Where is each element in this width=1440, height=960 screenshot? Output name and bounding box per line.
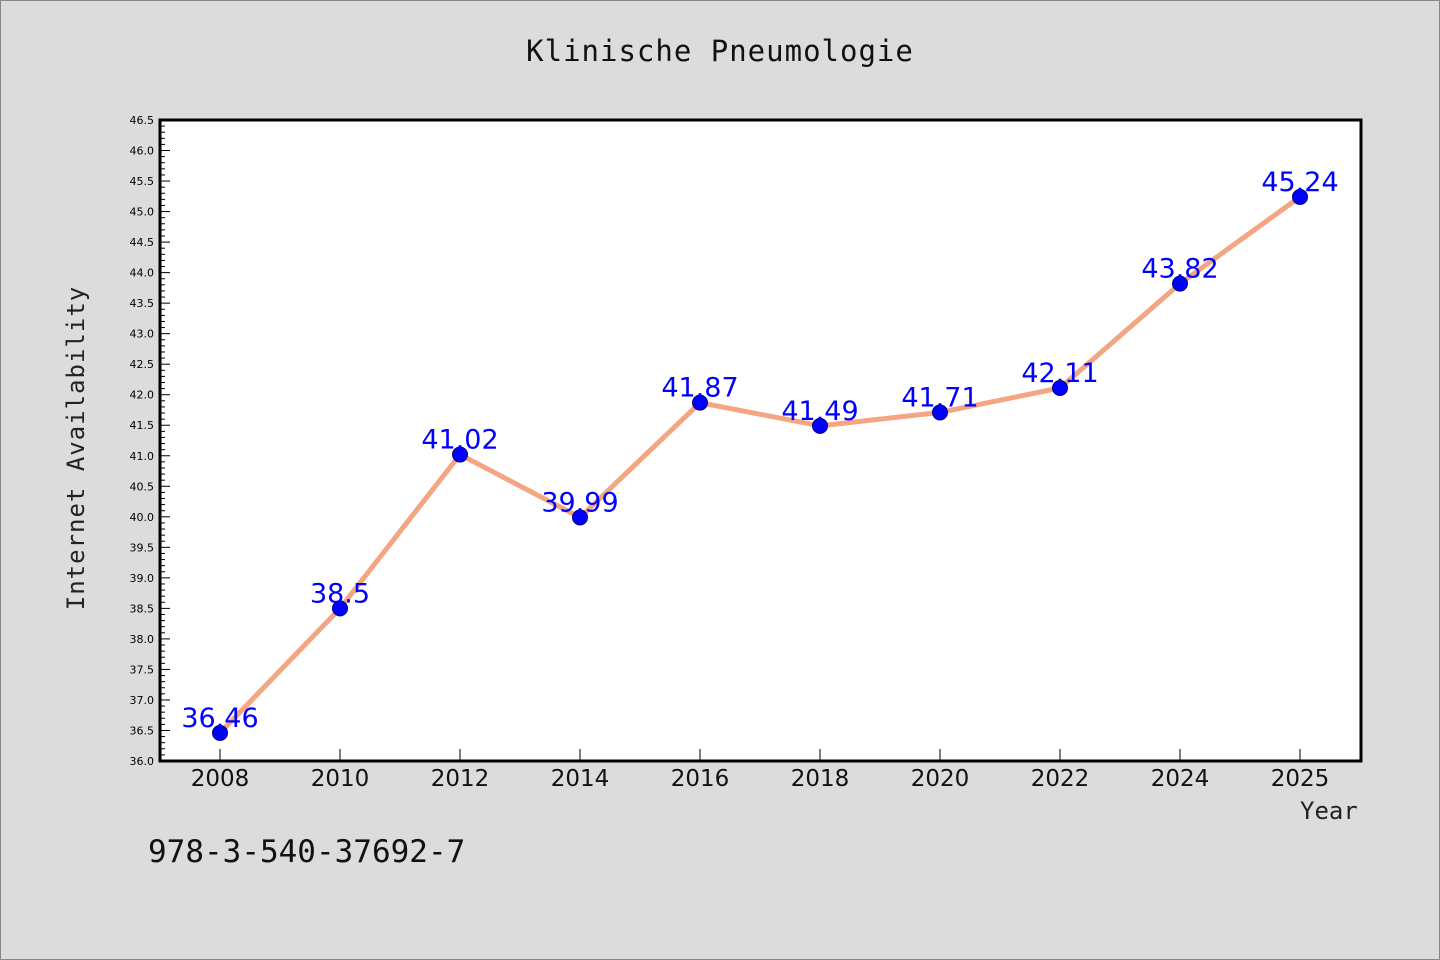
chart-title: Klinische Pneumologie	[526, 34, 914, 68]
isbn-text: 978-3-540-37692-7	[148, 834, 466, 870]
y-tick-label: 42.5	[130, 358, 155, 371]
y-tick-label: 43.5	[130, 297, 155, 310]
y-tick-label: 44.0	[130, 267, 155, 280]
y-tick-label: 37.0	[130, 694, 155, 707]
y-tick-label: 42.0	[130, 389, 155, 402]
data-label: 43.82	[1141, 254, 1218, 285]
plot-border	[158, 118, 1363, 763]
y-tick-label: 39.0	[130, 572, 155, 585]
data-point	[932, 404, 948, 421]
x-tick-label: 2025	[1271, 766, 1330, 792]
y-tick-label: 43.0	[130, 328, 155, 341]
data-label: 45.24	[1261, 167, 1338, 198]
series-line	[217, 194, 1303, 736]
data-point	[1292, 188, 1308, 205]
y-tick-label: 36.0	[130, 755, 155, 768]
x-tick-label: 2014	[551, 766, 610, 792]
y-tick-label: 38.0	[130, 633, 155, 646]
y-tick-label: 41.0	[130, 450, 155, 463]
y-tick-label: 39.5	[130, 541, 155, 554]
x-axis-ticks: 2008 2010 2012 2014 2016 2018 2020 2022 2024 2025	[191, 749, 1330, 792]
data-label: 38.5	[310, 578, 370, 609]
data-point	[572, 509, 588, 526]
data-label: 41.02	[421, 425, 498, 456]
y-tick-label: 45.0	[130, 206, 155, 219]
data-label: 42.11	[1021, 358, 1098, 389]
y-axis-ticks: 36.0 36.5 37.0 37.5 38.0 38.5 39.0 39.5 40.0 40.5…	[130, 114, 170, 768]
y-tick-label: 44.5	[130, 236, 155, 249]
x-tick-label: 2010	[311, 766, 370, 792]
data-point	[1052, 379, 1068, 396]
data-point	[452, 446, 468, 463]
x-tick-label: 2012	[431, 766, 490, 792]
data-point	[812, 417, 828, 434]
x-tick-label: 2018	[791, 766, 850, 792]
data-series: 36.46 38.5 41.02 39.99 41.87 41.49 41.71 42.11 4…	[181, 167, 1339, 741]
x-tick-label: 2022	[1031, 766, 1090, 792]
y-tick-label: 41.5	[130, 419, 155, 432]
x-tick-label: 2016	[671, 766, 730, 792]
x-tick-label: 2008	[191, 766, 250, 792]
data-point	[212, 724, 228, 741]
data-label: 41.87	[661, 373, 738, 404]
y-tick-label: 40.0	[130, 511, 155, 524]
x-tick-label: 2020	[911, 766, 970, 792]
y-tick-label: 45.5	[130, 175, 155, 188]
y-tick-label: 37.5	[130, 663, 155, 676]
y-tick-label: 46.5	[130, 114, 155, 127]
y-tick-label: 38.5	[130, 602, 155, 615]
data-point	[1172, 275, 1188, 292]
plot-area	[160, 120, 1361, 761]
data-label: 36.46	[181, 703, 258, 734]
x-axis-label: Year	[1300, 797, 1358, 825]
x-tick-label: 2024	[1151, 766, 1210, 792]
data-label: 41.49	[781, 396, 858, 427]
y-tick-label: 46.0	[130, 145, 155, 158]
y-tick-label: 40.5	[130, 480, 155, 493]
data-point	[332, 600, 348, 617]
y-tick-label: 36.5	[130, 724, 155, 737]
data-label: 39.99	[541, 487, 618, 518]
data-point	[692, 394, 708, 411]
data-label: 41.71	[901, 382, 978, 413]
